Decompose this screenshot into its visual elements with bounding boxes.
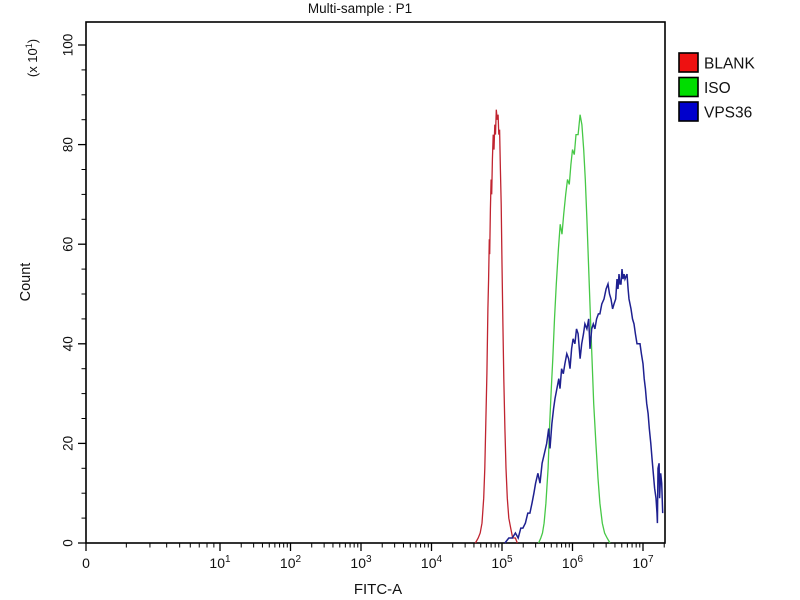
y-axis-multiplier-label: (x 101) <box>24 39 40 77</box>
curve-vps36 <box>504 269 664 544</box>
chart-title: Multi-sample : P1 <box>308 1 412 16</box>
plot-area-border <box>85 21 666 544</box>
y-axis-title: Count <box>18 263 34 302</box>
x-tick-label: 0 <box>82 555 90 571</box>
x-axis: 0 101 102 103 104 105 106 107 <box>82 543 665 571</box>
x-tick-label: 106 <box>562 554 584 571</box>
x-tick-label: 105 <box>491 554 513 571</box>
legend-swatch-vps36 <box>678 101 699 122</box>
legend-item-label: VPS36 <box>704 105 752 122</box>
legend: BLANK ISO VPS36 <box>678 52 755 122</box>
y-tick-label: 100 <box>61 34 76 57</box>
legend-swatch-iso <box>678 76 699 98</box>
y-tick-label: 20 <box>61 436 76 451</box>
y-axis: 0 20 40 60 80 100 <box>61 34 86 547</box>
x-tick-label: 101 <box>209 554 231 571</box>
y-tick-label: 60 <box>61 237 76 252</box>
x-tick-label: 103 <box>350 554 372 571</box>
curve-blank <box>474 109 518 544</box>
curve-iso <box>538 114 611 544</box>
x-axis-title: FITC-A <box>354 581 402 598</box>
x-tick-label: 104 <box>421 554 443 571</box>
x-tick-label: 102 <box>280 554 302 571</box>
y-tick-label: 0 <box>61 539 76 547</box>
legend-item-label: BLANK <box>704 56 755 73</box>
legend-swatch-blank <box>678 52 699 73</box>
y-tick-label: 80 <box>61 137 76 152</box>
legend-item-label: ISO <box>704 80 731 97</box>
x-tick-label: 107 <box>632 554 654 571</box>
y-tick-label: 40 <box>61 336 76 351</box>
histogram-curves <box>474 109 664 544</box>
